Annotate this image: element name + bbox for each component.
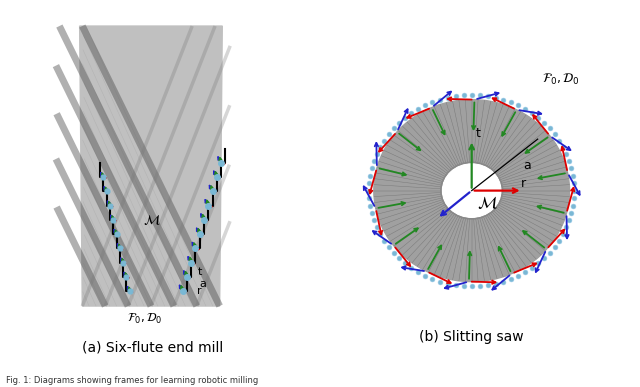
Text: $\mathcal{F}_0, \mathcal{D}_0$: $\mathcal{F}_0, \mathcal{D}_0$ [542,72,580,87]
Text: $\mathcal{F}_0, \mathcal{D}_0$: $\mathcal{F}_0, \mathcal{D}_0$ [127,312,163,326]
Text: (a) Six-flute end mill: (a) Six-flute end mill [82,341,223,354]
Text: $\mathcal{M}$: $\mathcal{M}$ [143,213,161,227]
Text: a: a [524,159,531,172]
Text: t: t [476,127,481,140]
Text: Fig. 1: Diagrams showing frames for learning robotic milling: Fig. 1: Diagrams showing frames for lear… [6,376,259,385]
Ellipse shape [442,164,501,217]
Text: t: t [198,267,202,277]
Text: r: r [520,177,525,190]
Ellipse shape [374,99,570,282]
Text: a: a [200,279,207,289]
Text: r: r [198,286,202,296]
Text: $\mathcal{M}$: $\mathcal{M}$ [477,195,497,212]
Text: (b) Slitting saw: (b) Slitting saw [419,330,524,344]
Polygon shape [79,26,222,306]
